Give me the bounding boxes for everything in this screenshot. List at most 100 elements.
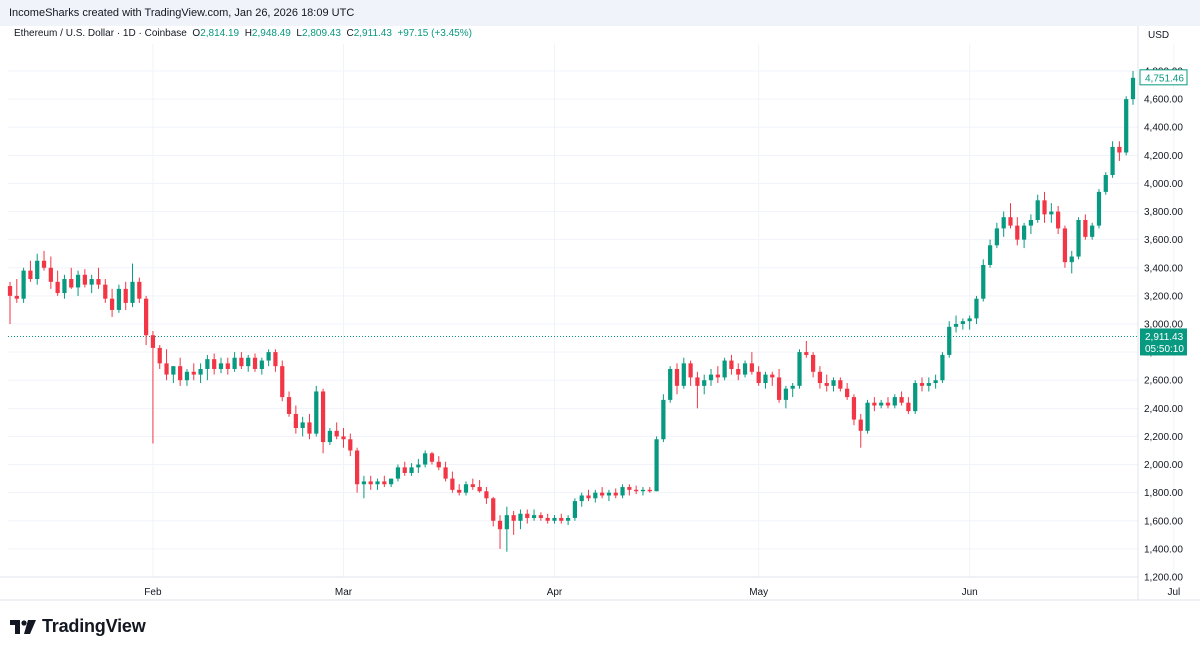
candle-body: [409, 467, 414, 473]
candle-body: [1083, 219, 1088, 237]
candle-body: [967, 318, 972, 322]
candle-body: [851, 397, 857, 420]
ohlc-legend: Ethereum / U.S. Dollar · 1D · Coinbase O…: [14, 28, 472, 39]
candle-body: [491, 498, 496, 521]
candle: [552, 515, 557, 524]
candle-body: [824, 383, 829, 386]
candle-body: [620, 487, 625, 496]
last-price-label: 2,911.43: [1145, 332, 1184, 343]
y-tick-label: 1,400.00: [1144, 544, 1183, 555]
candle: [327, 428, 332, 445]
candle: [511, 510, 516, 535]
candle: [627, 484, 632, 496]
candle-body: [103, 284, 108, 299]
candle-body: [375, 481, 380, 485]
candle-body: [1062, 228, 1068, 263]
candle-body: [307, 422, 312, 434]
attribution-text: IncomeSharks created with TradingView.co…: [9, 7, 355, 19]
candle: [144, 295, 149, 346]
candle: [838, 377, 843, 392]
candle: [613, 488, 618, 499]
candle-body: [198, 368, 203, 375]
candle: [736, 363, 741, 381]
candle-body: [715, 374, 720, 378]
candle-body: [300, 422, 305, 429]
candle: [763, 371, 768, 389]
candle-body: [96, 279, 101, 285]
candle: [157, 345, 162, 369]
candle-body: [497, 520, 503, 530]
candle-body: [545, 517, 550, 521]
candle-body: [232, 357, 237, 369]
candle-body: [89, 279, 94, 285]
candle: [1103, 172, 1108, 195]
candle-body: [913, 383, 918, 412]
candle: [1028, 214, 1034, 235]
candle: [212, 353, 217, 375]
candle: [463, 481, 469, 496]
candle: [171, 366, 176, 384]
candle: [1117, 141, 1122, 161]
candle: [497, 515, 503, 549]
candle: [368, 475, 373, 490]
candle: [477, 480, 482, 493]
y-tick-label: 3,600.00: [1144, 235, 1183, 246]
candle-body: [273, 352, 278, 367]
candle-body: [1015, 225, 1020, 240]
candle: [674, 363, 680, 395]
candle: [831, 377, 836, 392]
candle-body: [1130, 77, 1136, 100]
candle: [69, 267, 74, 289]
candle: [926, 377, 931, 392]
candle: [389, 478, 394, 488]
candle: [885, 397, 891, 409]
candle-body: [947, 326, 952, 355]
candle: [899, 391, 904, 406]
candle: [668, 366, 673, 403]
candle-body: [742, 363, 748, 375]
candle: [320, 388, 326, 454]
candle: [919, 377, 925, 392]
candle-body: [981, 264, 986, 299]
candle: [218, 357, 224, 374]
candle: [252, 353, 258, 372]
candle: [286, 391, 292, 417]
candle: [7, 281, 13, 324]
candle-body: [586, 495, 591, 499]
candle: [1083, 214, 1088, 240]
candle: [470, 478, 475, 490]
y-tick-label: 3,000.00: [1144, 320, 1183, 331]
candle-body: [62, 279, 67, 294]
candle: [865, 399, 870, 434]
candle-body: [35, 260, 40, 280]
candle: [361, 475, 367, 499]
candle-body: [1124, 99, 1129, 153]
candle: [756, 366, 761, 386]
candle-body: [171, 366, 176, 375]
candle: [572, 498, 578, 521]
candle-body: [361, 481, 367, 485]
candle-body: [205, 359, 210, 369]
candle-body: [960, 321, 965, 324]
candle: [538, 512, 543, 521]
candle: [150, 331, 156, 444]
candle-body: [525, 513, 530, 518]
candle-body: [776, 377, 782, 400]
candle-body: [1103, 175, 1108, 192]
y-tick-label: 3,200.00: [1144, 291, 1183, 302]
candle-body: [511, 515, 516, 521]
candle: [824, 374, 829, 392]
candle-body: [225, 363, 230, 369]
candle-body: [82, 274, 87, 285]
candle: [1021, 222, 1027, 249]
tradingview-logo[interactable]: TradingView: [10, 616, 146, 637]
candle: [933, 374, 938, 389]
candle: [770, 371, 775, 386]
candle: [348, 433, 353, 457]
candle: [742, 360, 748, 378]
candle-body: [899, 397, 904, 403]
candle: [688, 360, 693, 386]
candle: [28, 260, 33, 282]
candle-body: [41, 260, 47, 268]
